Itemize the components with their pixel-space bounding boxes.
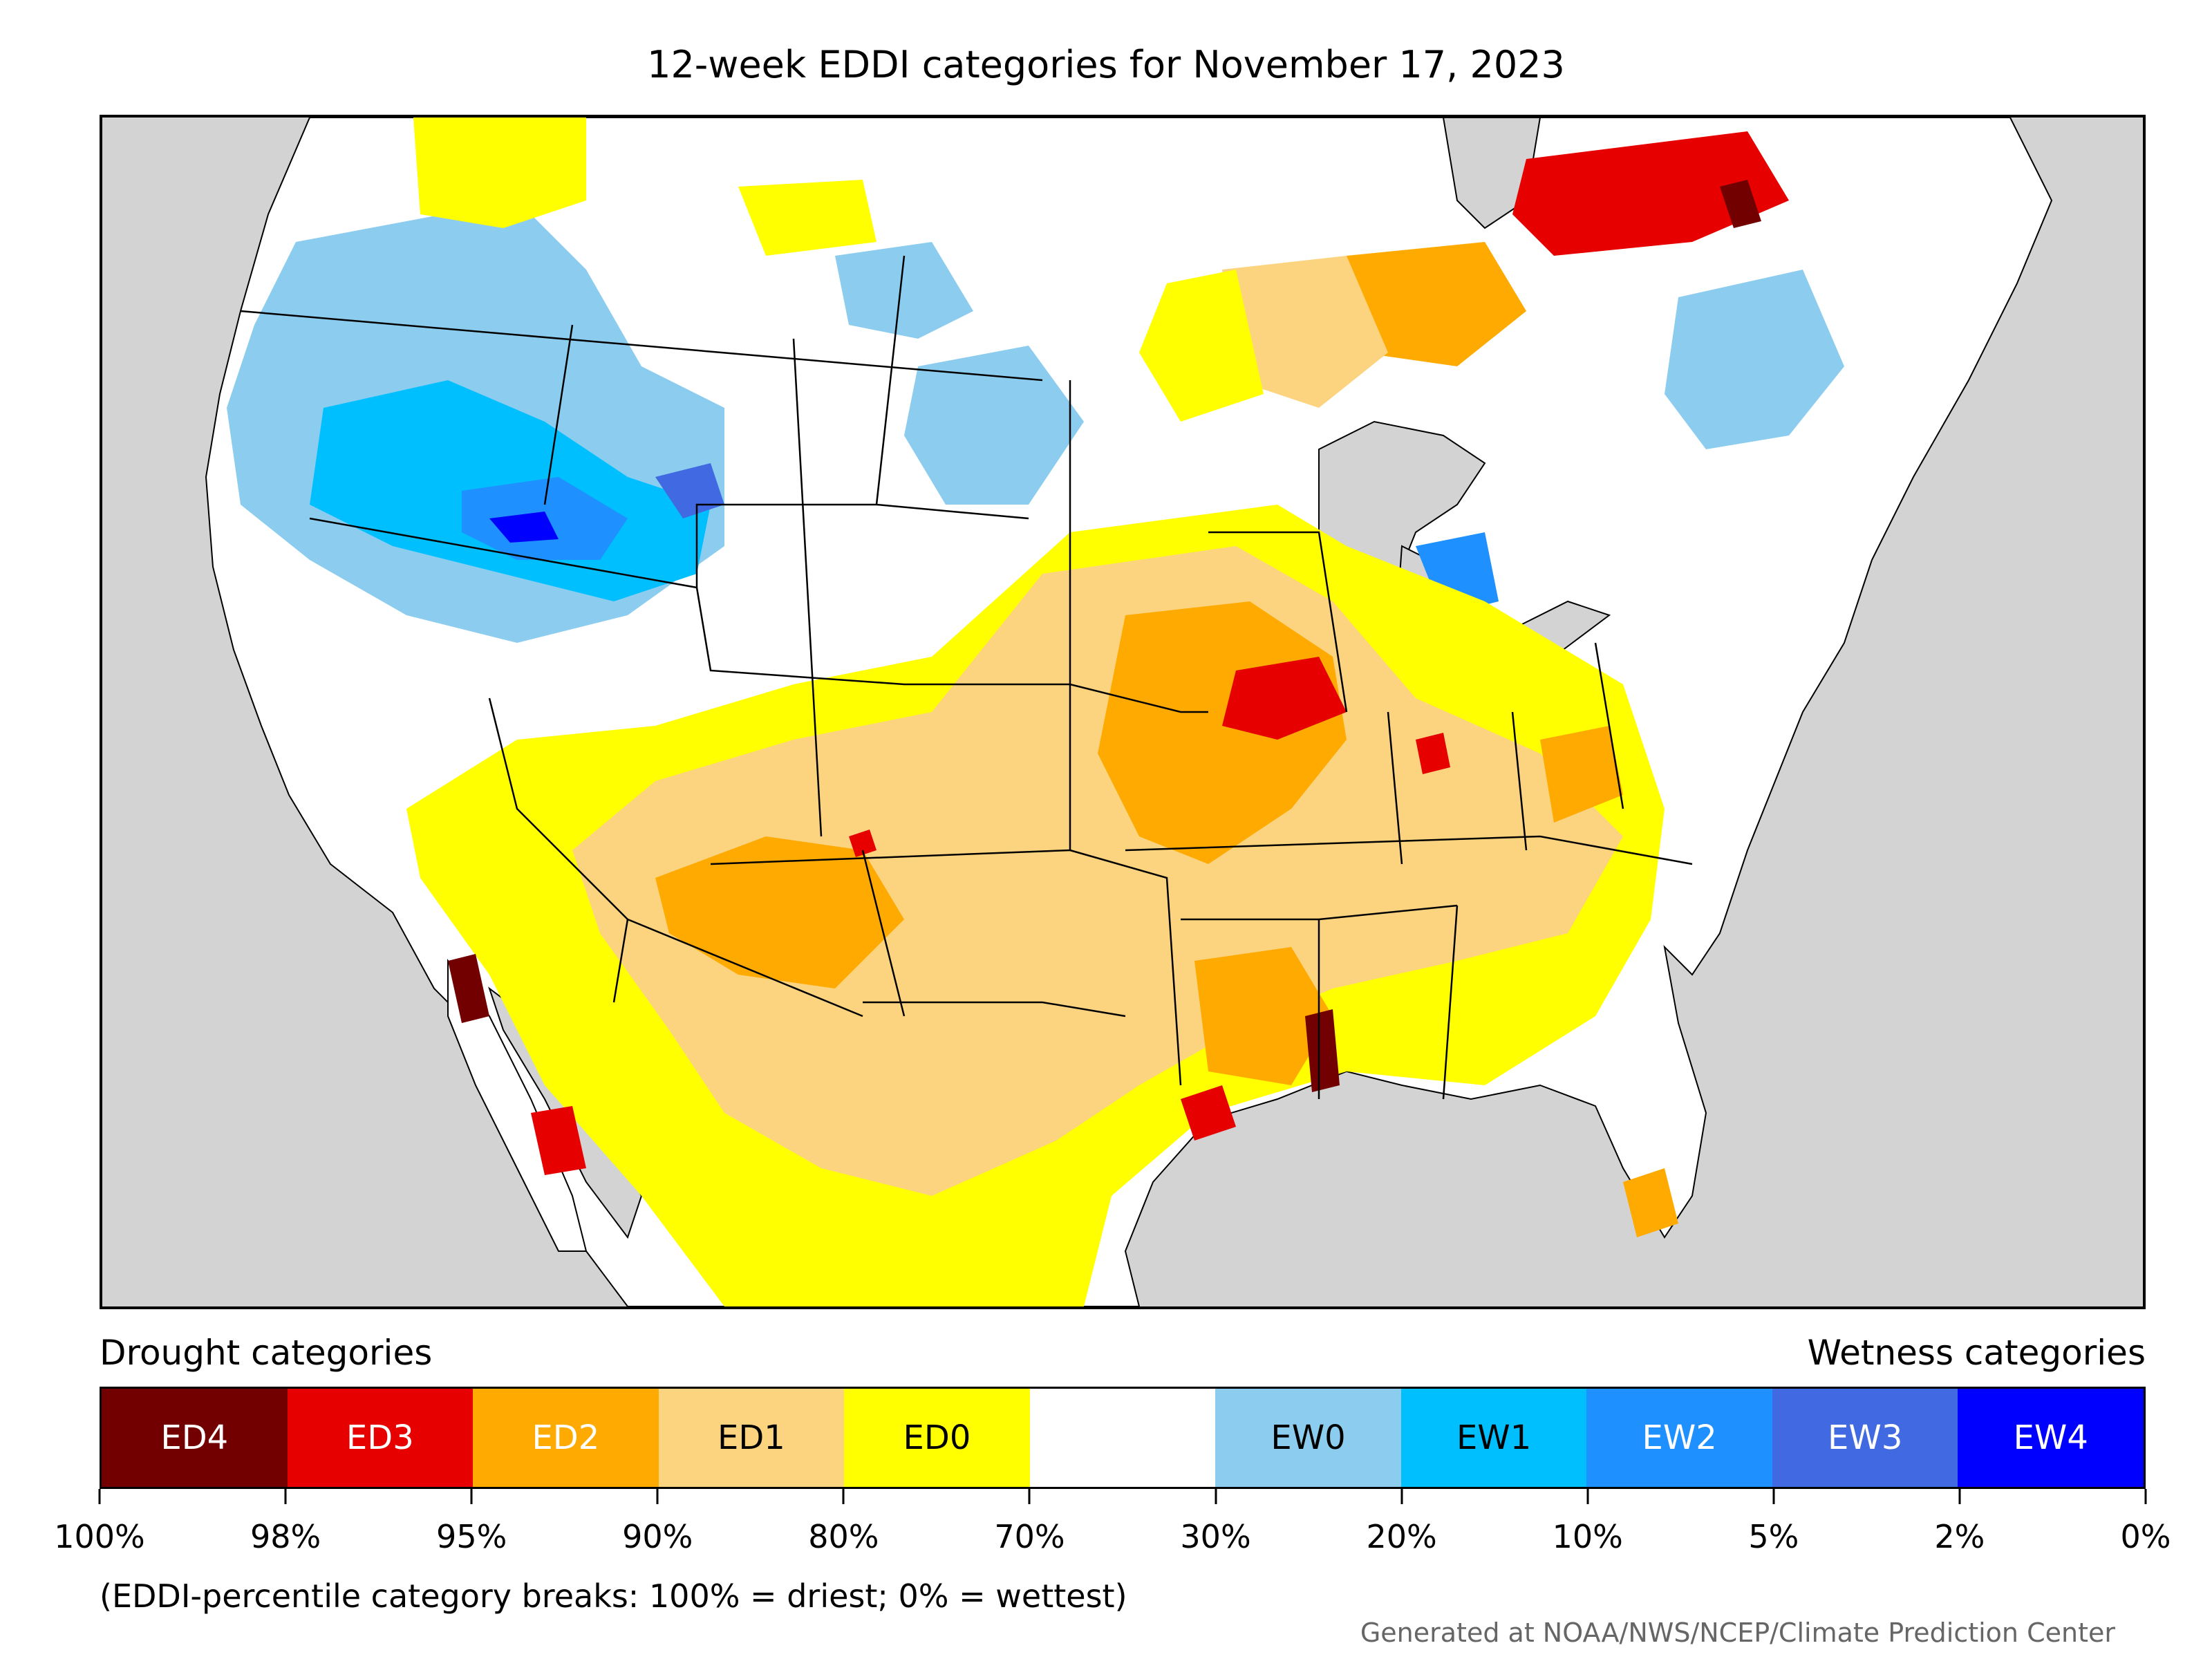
colorbar-tick [656, 1489, 659, 1504]
colorbar-tick-label: 10% [1552, 1518, 1623, 1555]
colorbar-cell-ed4: ED4 [102, 1389, 288, 1487]
colorbar-cell-normal [1029, 1389, 1216, 1487]
colorbar-tick-label: 2% [1934, 1518, 1985, 1555]
colorbar-tick-label: 30% [1180, 1518, 1251, 1555]
colorbar-tick [470, 1489, 473, 1504]
colorbar-tick [1958, 1489, 1961, 1504]
credit-line: Generated at NOAA/NWS/NCEP/Climate Predi… [1360, 1618, 2115, 1648]
colorbar-tick-label: 70% [994, 1518, 1065, 1555]
colorbar-tick [1586, 1489, 1589, 1504]
drought-regions [406, 118, 1789, 1306]
colorbar-ticks: 100% 98% 95% 90% 80% 70% 30% 20% 10% 5% 2% 0% [54, 1489, 2171, 1555]
colorbar-tick-label: 0% [2120, 1518, 2171, 1555]
colorbar-tick [284, 1489, 287, 1504]
baja-peninsula [447, 959, 588, 1252]
colorbar-tick-label: 5% [1748, 1518, 1799, 1555]
drought-categories-title: Drought categories [100, 1333, 433, 1373]
colorbar-tick [98, 1489, 101, 1504]
colorbar-tick [842, 1489, 845, 1504]
colorbar-tick-label: 95% [436, 1518, 507, 1555]
colorbar-cell-ew3: EW3 [1772, 1389, 1958, 1487]
colorbar-cell-ew2: EW2 [1586, 1389, 1772, 1487]
colorbar-cell-ed3: ED3 [287, 1389, 474, 1487]
colorbar-tick-label: 20% [1366, 1518, 1437, 1555]
colorbar-tick-label: 90% [622, 1518, 693, 1555]
colorbar-cell-ew1: EW1 [1400, 1389, 1587, 1487]
eddi-map [100, 115, 2146, 1309]
colorbar-tick-label: 98% [250, 1518, 321, 1555]
colorbar-tick-label: 80% [808, 1518, 879, 1555]
colorbar-cell-ew4: EW4 [1958, 1389, 2144, 1487]
map-title: 12-week EDDI categories for November 17,… [647, 43, 1565, 86]
colorbar-tick [1215, 1489, 1217, 1504]
state-boundaries [240, 255, 1693, 1100]
colorbar-cell-ed1: ED1 [658, 1389, 845, 1487]
colorbar-tick [1400, 1489, 1403, 1504]
wetness-regions [227, 200, 1844, 643]
colorbar-cell-ew0: EW0 [1215, 1389, 1401, 1487]
colorbar-cell-ed2: ED2 [473, 1389, 659, 1487]
wetness-categories-title: Wetness categories [1807, 1333, 2146, 1373]
colorbar-tick [1028, 1489, 1031, 1504]
colorbar-tick [2144, 1489, 2147, 1504]
colorbar-cell-ed0: ED0 [844, 1389, 1030, 1487]
map-svg [102, 118, 2143, 1306]
colorbar-tick-label: 100% [54, 1518, 145, 1555]
category-colorbar: ED4 ED3 ED2 ED1 ED0 EW0 EW1 EW2 EW3 EW4 [100, 1387, 2146, 1489]
colorbar-tick [1772, 1489, 1775, 1504]
category-breaks-note: (EDDI-percentile category breaks: 100% =… [100, 1577, 1127, 1615]
